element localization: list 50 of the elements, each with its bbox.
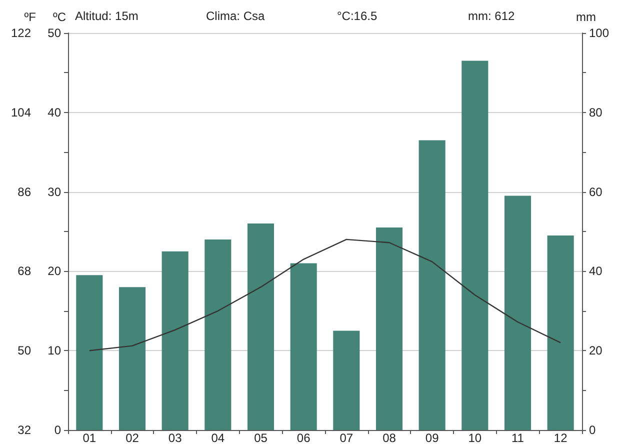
bar bbox=[76, 275, 103, 430]
bar bbox=[418, 140, 446, 430]
bar bbox=[290, 263, 317, 430]
text: Clima: Csa bbox=[206, 9, 265, 23]
bar bbox=[162, 251, 188, 430]
x-tick-label: 07 bbox=[340, 431, 354, 444]
y2-tick-label: 40 bbox=[589, 264, 603, 278]
y-tick-label: 20 bbox=[48, 264, 62, 278]
y2-tick-label: 20 bbox=[589, 344, 603, 358]
x-tick-label: 08 bbox=[382, 431, 396, 444]
y3-tick-label: 68 bbox=[18, 264, 32, 278]
y2-tick-label: 60 bbox=[589, 184, 603, 199]
bar bbox=[333, 330, 360, 430]
bar bbox=[376, 228, 403, 430]
x-tick-label: 05 bbox=[254, 431, 268, 444]
bar bbox=[504, 196, 532, 430]
x-tick-label: 11 bbox=[512, 431, 524, 444]
y3-axis-title: ºF bbox=[24, 10, 36, 24]
y3-tick-label: 32 bbox=[18, 423, 32, 437]
y3-tick-label: 104 bbox=[10, 105, 32, 120]
x-tick-label: 03 bbox=[168, 431, 182, 444]
y2-tick-label: 80 bbox=[589, 105, 603, 120]
text: mm: 612 bbox=[468, 9, 516, 23]
y-tick-label: 30 bbox=[48, 184, 62, 199]
y3-tick-label: 122 bbox=[10, 26, 32, 40]
y-tick-label: 40 bbox=[48, 105, 62, 120]
y3-tick-label: 86 bbox=[18, 184, 32, 199]
x-tick-label: 06 bbox=[296, 431, 311, 444]
x-tick-label: 02 bbox=[126, 431, 140, 444]
y-tick-label: 0 bbox=[54, 423, 62, 437]
y-axis-title: ºC bbox=[52, 10, 66, 24]
bar bbox=[462, 60, 488, 430]
y2-axis-title: mm bbox=[576, 10, 596, 24]
x-tick-label: 12 bbox=[554, 431, 568, 444]
y-tick-label: 10 bbox=[48, 344, 62, 358]
y3-tick-label: 50 bbox=[18, 344, 32, 358]
y-tick-label: 50 bbox=[48, 26, 62, 40]
x-tick-label: 10 bbox=[468, 431, 482, 444]
text: °C:16.5 bbox=[337, 9, 378, 23]
text: Altitud: 15m bbox=[75, 9, 138, 23]
bar bbox=[204, 239, 232, 430]
line-series bbox=[88, 238, 562, 352]
x-tick-label: 01 bbox=[82, 431, 96, 444]
x-tick-label: 04 bbox=[211, 431, 225, 444]
y2-tick-label: 0 bbox=[589, 423, 596, 437]
bar bbox=[547, 235, 574, 430]
bar bbox=[247, 224, 274, 430]
bar bbox=[118, 287, 146, 430]
y2-tick-label: 100 bbox=[589, 26, 610, 40]
x-tick-label: 09 bbox=[425, 431, 440, 444]
